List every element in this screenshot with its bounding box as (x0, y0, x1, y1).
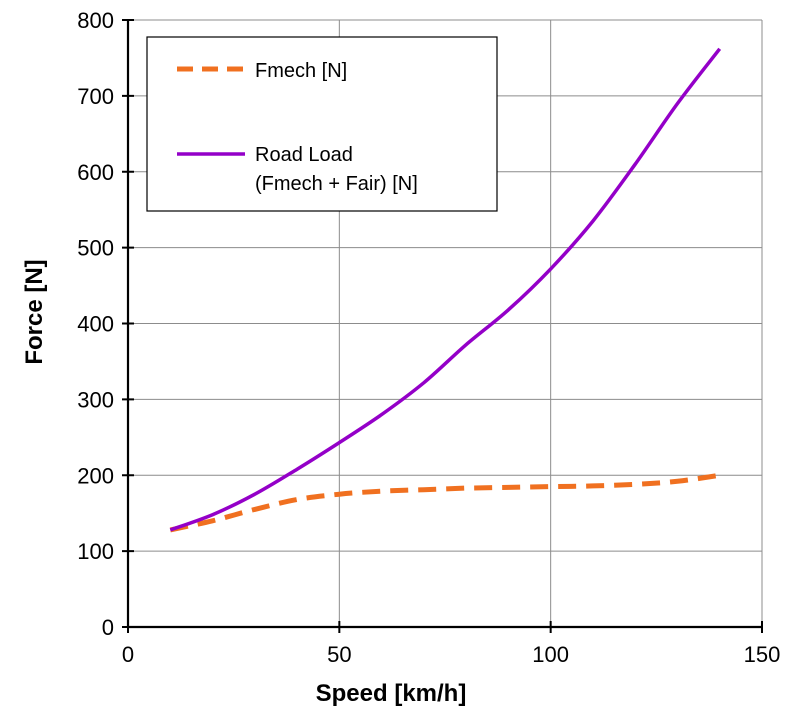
series-line-road-load (169, 47, 722, 532)
legend-label-road-load-line2: (Fmech + Fair) [N] (255, 173, 418, 195)
y-tick-label-0: 0 (102, 615, 114, 640)
y-tick-label-1: 100 (77, 539, 114, 564)
legend-label-fmech: Fmech [N] (255, 60, 347, 82)
legend-box (146, 36, 498, 212)
y-tick-label-6: 600 (77, 160, 114, 185)
x-tick-label-3: 150 (744, 642, 781, 667)
y-tick-label-5: 500 (77, 236, 114, 261)
y-axis-title: Force [N] (21, 259, 48, 364)
ticks: 0 50 100 150 0 100 200 300 400 500 600 700 800 (77, 8, 780, 667)
y-tick-label-3: 300 (77, 387, 114, 412)
y-tick-label-8: 800 (77, 8, 114, 33)
series-lines (169, 47, 722, 533)
series-line-fmech (169, 472, 721, 533)
y-tick-label-2: 200 (77, 463, 114, 488)
y-tick-label-7: 700 (77, 84, 114, 109)
y-tick-label-4: 400 (77, 312, 114, 337)
legend: Fmech [N] Road Load (Fmech + Fair) [N] (146, 36, 498, 212)
x-tick-label-2: 100 (532, 642, 569, 667)
x-tick-label-1: 50 (327, 642, 351, 667)
legend-label-road-load-line1: Road Load (255, 144, 353, 166)
x-axis-title: Speed [km/h] (316, 680, 467, 707)
x-tick-label-0: 0 (122, 642, 134, 667)
